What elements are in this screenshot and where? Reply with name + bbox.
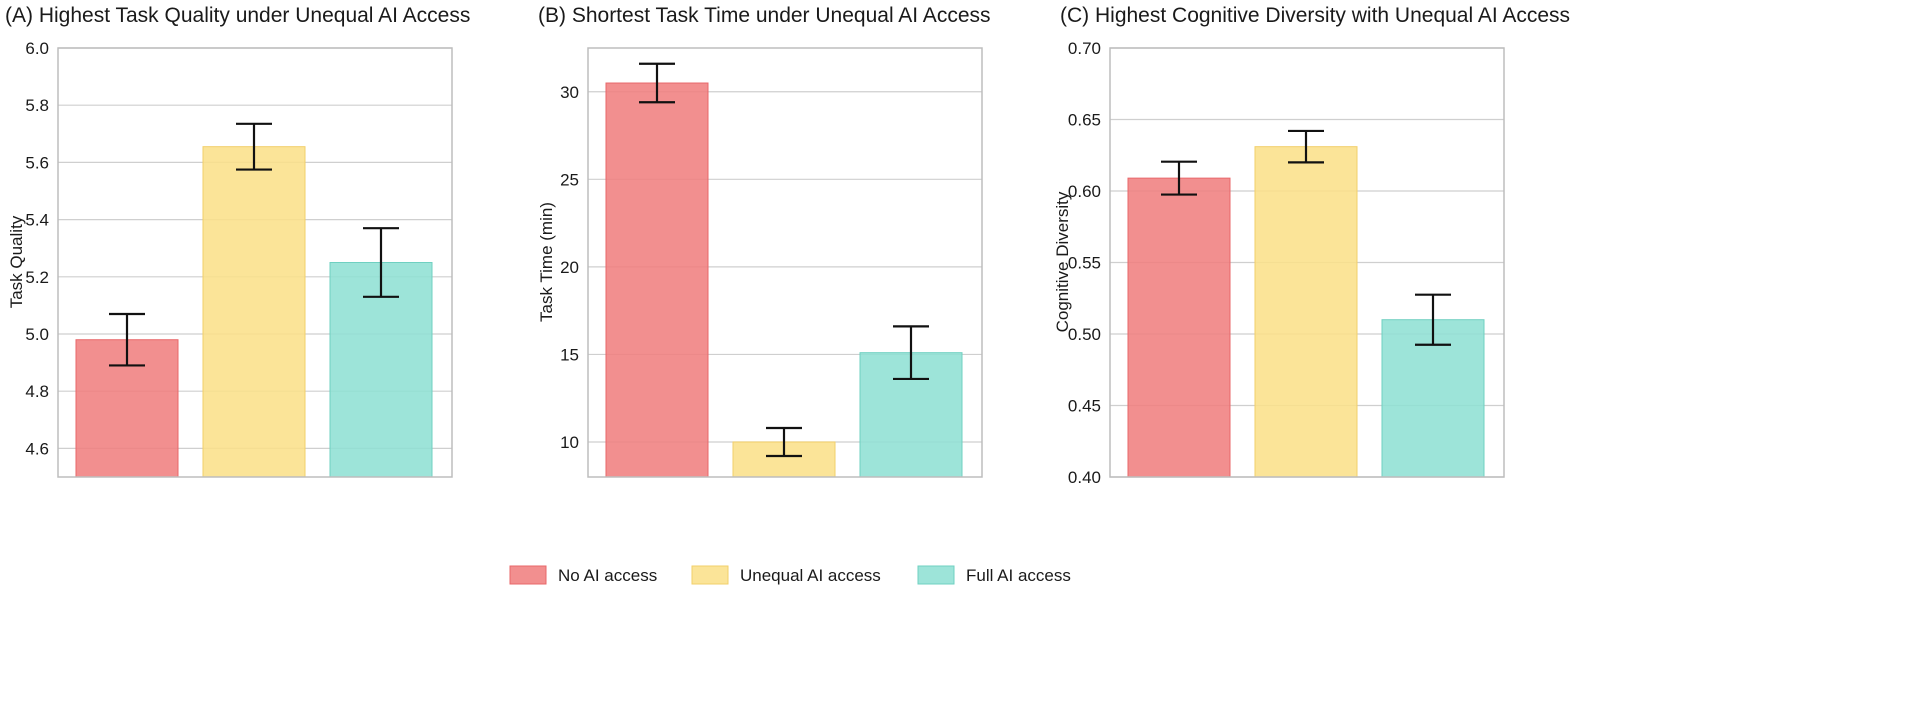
- panel-a-ytick-label: 6.0: [25, 39, 49, 58]
- panel-b-errorbar-full-ai: [893, 325, 929, 381]
- panel-a-ytick-label: 5.4: [25, 211, 49, 230]
- legend-swatch-unequal-ai: [691, 565, 729, 585]
- panel-c-errorbar-unequal-ai: [1288, 129, 1324, 164]
- legend-swatch-full-ai: [917, 565, 955, 585]
- panel-c-bar-unequal-ai: [1254, 146, 1358, 478]
- panel-b-ytick-label: 30: [560, 83, 579, 102]
- panel-c-yticks: 0.40 0.45 0.50 0.55 0.60 0.65 0.70: [1068, 39, 1101, 487]
- panel-a: (A) Highest Task Quality under Unequal A…: [5, 4, 470, 478]
- panel-a-errorbar-unequal-ai: [236, 122, 272, 171]
- panel-a-bars: [75, 146, 433, 478]
- panel-b-yticks: 10 15 20 25 30: [560, 83, 579, 452]
- panel-a-ylabel: Task Quality: [7, 215, 26, 308]
- panel-b-bar-no-ai: [605, 82, 709, 478]
- panel-c-bar-no-ai: [1127, 177, 1231, 478]
- panel-b-ytick-label: 20: [560, 258, 579, 277]
- panel-a-ytick-label: 4.6: [25, 439, 49, 458]
- panel-c-ylabel: Cognitive Diversity: [1053, 191, 1072, 332]
- panel-b-ylabel: Task Time (min): [537, 202, 556, 322]
- panel-c-frame: [1109, 47, 1505, 478]
- legend-label-no-ai: No AI access: [558, 566, 657, 585]
- panel-b-ytick-label: 25: [560, 170, 579, 189]
- panel-a-errorbar-no-ai: [109, 312, 145, 367]
- panel-a-errorbar-full-ai: [363, 227, 399, 298]
- panel-a-title: (A) Highest Task Quality under Unequal A…: [5, 4, 470, 27]
- panel-c-bar-full-ai: [1381, 319, 1485, 478]
- panel-b-bars: [605, 82, 963, 478]
- panel-a-ytick-label: 5.8: [25, 96, 49, 115]
- panel-c-errorbar-no-ai: [1161, 160, 1197, 196]
- panel-b-frame: [587, 47, 983, 478]
- panel-a-errorbars: [109, 122, 399, 367]
- panel-c-ytick-label: 0.55: [1068, 254, 1101, 273]
- panel-c-errorbars: [1161, 129, 1451, 346]
- panel-c-ytick-label: 0.65: [1068, 111, 1101, 130]
- panel-a-ytick-label: 5.0: [25, 325, 49, 344]
- panel-c-errorbar-full-ai: [1415, 293, 1451, 346]
- legend-label-unequal-ai: Unequal AI access: [740, 566, 881, 585]
- panel-a-ytick-label: 5.2: [25, 268, 49, 287]
- legend-label-full-ai: Full AI access: [966, 566, 1071, 585]
- panel-a-ytick-label: 4.8: [25, 382, 49, 401]
- panel-b-ytick-label: 10: [560, 433, 579, 452]
- panel-c-ytick-label: 0.70: [1068, 39, 1101, 58]
- panel-c-ytick-label: 0.40: [1068, 468, 1101, 487]
- panel-a-yticks: 4.6 4.8 5.0 5.2 5.4 5.6 5.8 6.0: [25, 39, 49, 458]
- panel-c-title: (C) Highest Cognitive Diversity with Une…: [1060, 4, 1570, 27]
- panel-b-errorbar-unequal-ai: [766, 426, 802, 458]
- panel-c-bars: [1127, 146, 1485, 478]
- panel-c: (C) Highest Cognitive Diversity with Une…: [1053, 4, 1570, 487]
- panel-b-errorbars: [639, 62, 929, 458]
- panel-a-ytick-label: 5.6: [25, 153, 49, 172]
- legend: No AI access Unequal AI access Full AI a…: [509, 565, 1071, 585]
- panel-c-ytick-label: 0.60: [1068, 182, 1101, 201]
- panel-a-frame: [57, 47, 453, 478]
- legend-swatch-no-ai: [509, 565, 547, 585]
- panel-a-bar-unequal-ai: [202, 146, 306, 478]
- panel-a-bar-full-ai: [329, 262, 433, 478]
- panel-b-errorbar-no-ai: [639, 62, 675, 104]
- panel-c-ytick-label: 0.50: [1068, 325, 1101, 344]
- panel-b: (B) Shortest Task Time under Unequal AI …: [537, 4, 991, 478]
- panel-b-ytick-label: 15: [560, 345, 579, 364]
- panel-c-ytick-label: 0.45: [1068, 397, 1101, 416]
- panel-b-title: (B) Shortest Task Time under Unequal AI …: [538, 4, 991, 27]
